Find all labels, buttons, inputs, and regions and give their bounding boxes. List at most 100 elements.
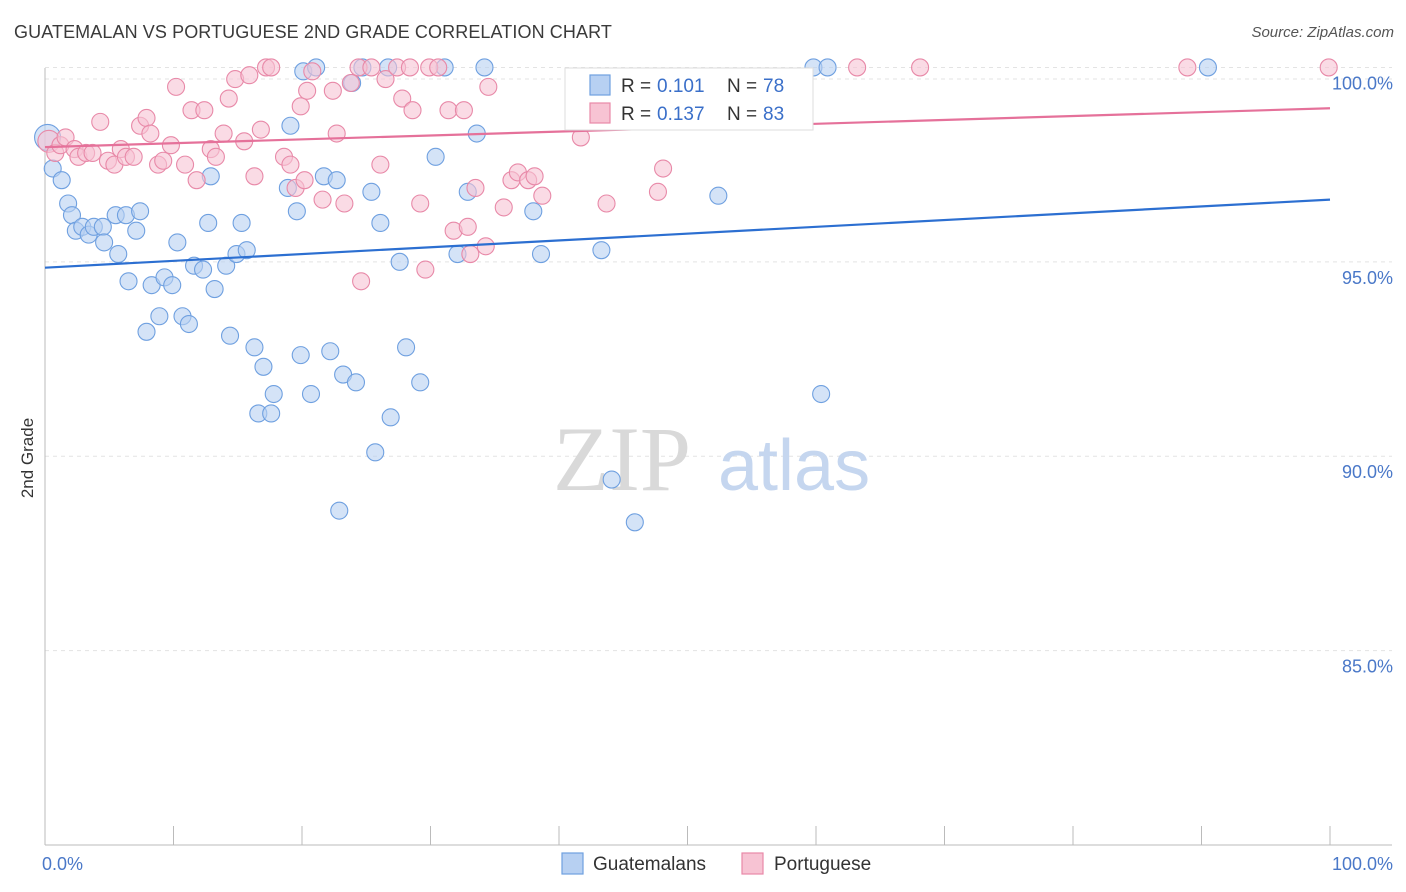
guatemalan-point (262, 404, 281, 423)
portuguese-point (1319, 58, 1338, 77)
portuguese-point (911, 58, 930, 77)
legend: R = 0.101 N = 78 R = 0.137 N = 83 (564, 67, 814, 131)
portuguese-point (161, 136, 180, 155)
guatemalan-point (163, 276, 182, 295)
watermark: ZIP atlas (553, 408, 870, 510)
y-tick-labels: 85.0% 90.0% 95.0% 100.0% (1332, 73, 1393, 676)
bottom-legend-guatemalans: Guatemalans (593, 854, 706, 875)
x-tick-label: 100.0% (1332, 854, 1393, 874)
portuguese-point (371, 155, 390, 174)
legend-r-value: 0.137 (657, 104, 705, 125)
portuguese-point (295, 171, 314, 190)
portuguese-point (195, 101, 214, 120)
legend-swatch-blue (589, 74, 611, 96)
portuguese-point (376, 70, 395, 89)
bottom-legend-portuguese: Portuguese (774, 854, 871, 875)
portuguese-point (403, 101, 422, 120)
portuguese-point (429, 58, 448, 77)
guatemalan-point (524, 202, 543, 221)
portuguese-point (323, 81, 342, 100)
portuguese-point (262, 58, 281, 77)
guatemalan-point (281, 116, 300, 135)
portuguese-point (454, 101, 473, 120)
portuguese-point (352, 272, 371, 291)
guatemalan-point (301, 384, 321, 404)
y-axis-label: 2nd Grade (18, 418, 37, 498)
bottom-legend-swatch-portuguese (741, 852, 764, 875)
x-tick-labels: 0.0% 100.0% (42, 854, 1393, 874)
y-tick-label: 100.0% (1332, 73, 1393, 93)
portuguese-point (141, 124, 160, 143)
guatemalan-point (411, 373, 430, 392)
guatemalan-point (592, 241, 611, 260)
guatemalan-point (168, 233, 187, 252)
portuguese-point (313, 190, 332, 209)
gridlines (45, 66, 1392, 652)
legend-swatch-pink (589, 102, 611, 124)
guatemalan-point (327, 171, 346, 190)
portuguese-point (597, 194, 616, 213)
portuguese-point (393, 89, 412, 108)
portuguese-point (281, 155, 300, 174)
legend-r-value: 0.101 (657, 76, 705, 97)
portuguese-point (245, 167, 264, 186)
portuguese-point (525, 167, 544, 186)
trendline-guatemalans (44, 198, 1331, 269)
guatemalan-point (179, 314, 198, 334)
portuguese-point (461, 245, 480, 264)
guatemalan-point (812, 384, 831, 404)
guatemalan-point (397, 338, 416, 357)
watermark-zip: ZIP (553, 408, 691, 510)
guatemalan-point (52, 171, 71, 190)
guatemalan-point (109, 245, 128, 264)
portuguese-point (335, 194, 354, 213)
portuguese-point (411, 194, 430, 213)
portuguese-point (291, 97, 310, 116)
portuguese-point (416, 260, 435, 279)
guatemalan-point (371, 213, 390, 233)
portuguese-point (476, 237, 495, 256)
guatemalan-point (95, 233, 114, 252)
legend-n-value: 78 (763, 76, 784, 97)
portuguese-point (341, 73, 360, 93)
portuguese-point (458, 217, 477, 236)
guatemalan-point (127, 221, 146, 240)
guatemalan-point (475, 58, 494, 77)
bottom-legend-swatch-guatemalans (561, 852, 584, 875)
trendlines (44, 107, 1331, 269)
portuguese-point (219, 89, 238, 108)
y-tick-label: 95.0% (1342, 268, 1393, 288)
portuguese-point (167, 77, 186, 96)
portuguese-point (533, 186, 552, 205)
portuguese-point (83, 143, 102, 163)
portuguese-point (124, 147, 143, 166)
guatemalan-point (150, 307, 169, 326)
portuguese-point (298, 81, 317, 100)
bottom-legend: Guatemalans Portuguese (561, 852, 871, 875)
guatemalan-point (625, 513, 644, 532)
watermark-atlas: atlas (718, 426, 870, 506)
guatemalan-point (137, 322, 156, 341)
chart-title: GUATEMALAN VS PORTUGUESE 2ND GRADE CORRE… (14, 22, 612, 42)
chart-source: Source: ZipAtlas.com (1251, 24, 1394, 41)
guatemalan-point (291, 346, 310, 365)
y-tick-label: 90.0% (1342, 462, 1393, 482)
guatemalan-point (232, 213, 251, 233)
portuguese-point (1178, 58, 1197, 77)
legend-n-label: N = (727, 76, 757, 97)
guatemalan-point (818, 58, 837, 77)
portuguese-point (91, 112, 110, 131)
guatemalan-point (194, 260, 213, 279)
guatemalan-point (264, 384, 283, 404)
guatemalan-point (119, 272, 138, 291)
portuguese-point (214, 124, 233, 143)
guatemalan-point (390, 252, 409, 271)
portuguese-point (479, 77, 498, 96)
portuguese-point (400, 58, 419, 77)
portuguese-point (439, 101, 458, 120)
guatemalan-point (205, 279, 224, 299)
portuguese-point (240, 66, 259, 85)
guatemalan-point (362, 182, 381, 201)
guatemalan-point (245, 338, 264, 357)
guatemalan-point (237, 241, 256, 260)
